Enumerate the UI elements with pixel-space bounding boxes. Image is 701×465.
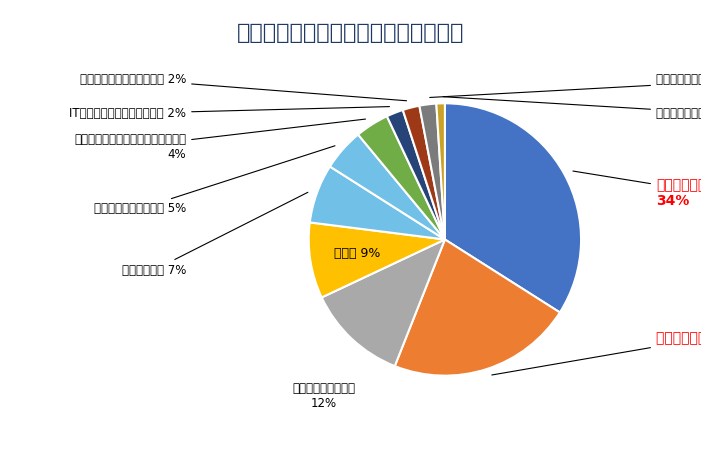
Wedge shape xyxy=(436,103,445,239)
Wedge shape xyxy=(403,106,445,239)
Wedge shape xyxy=(322,239,445,366)
Wedge shape xyxy=(330,134,445,239)
Text: コンサルティング・専門サービス系
4%: コンサルティング・専門サービス系 4% xyxy=(74,119,365,161)
Text: IT・通信・インターネット系 2%: IT・通信・インターネット系 2% xyxy=(69,106,390,120)
Text: 運輸・交通・物流・倉庫系 2%: 運輸・交通・物流・倉庫系 2% xyxy=(80,73,407,101)
Wedge shape xyxy=(310,166,445,239)
Text: 小売・流通・商社系
12%: 小売・流通・商社系 12% xyxy=(292,382,355,410)
Wedge shape xyxy=(358,116,445,239)
Text: マスコミ・広告・デザイン・ゲーム・エンターテイメント系 2%: マスコミ・広告・デザイン・ゲーム・エンターテイメント系 2% xyxy=(430,73,701,98)
Text: その他 9%: その他 9% xyxy=(334,247,381,260)
Wedge shape xyxy=(419,104,445,239)
Text: 不動産・建設・設備系 5%: 不動産・建設・設備系 5% xyxy=(94,146,335,215)
Text: 聴覚障害の方が働いている業界の割合: 聴覚障害の方が働いている業界の割合 xyxy=(237,23,464,43)
Wedge shape xyxy=(387,110,445,239)
Text: サービス・外食・レジャー系
34%: サービス・外食・レジャー系 34% xyxy=(573,171,701,208)
Text: エネルギー・環境・リサイクル系 1%: エネルギー・環境・リサイクル系 1% xyxy=(443,97,701,120)
Text: 金融・保険系 7%: 金融・保険系 7% xyxy=(122,193,308,277)
Wedge shape xyxy=(445,103,581,312)
Text: メーカー・製造系 22%: メーカー・製造系 22% xyxy=(492,331,701,375)
Wedge shape xyxy=(395,239,560,376)
Wedge shape xyxy=(308,222,445,298)
